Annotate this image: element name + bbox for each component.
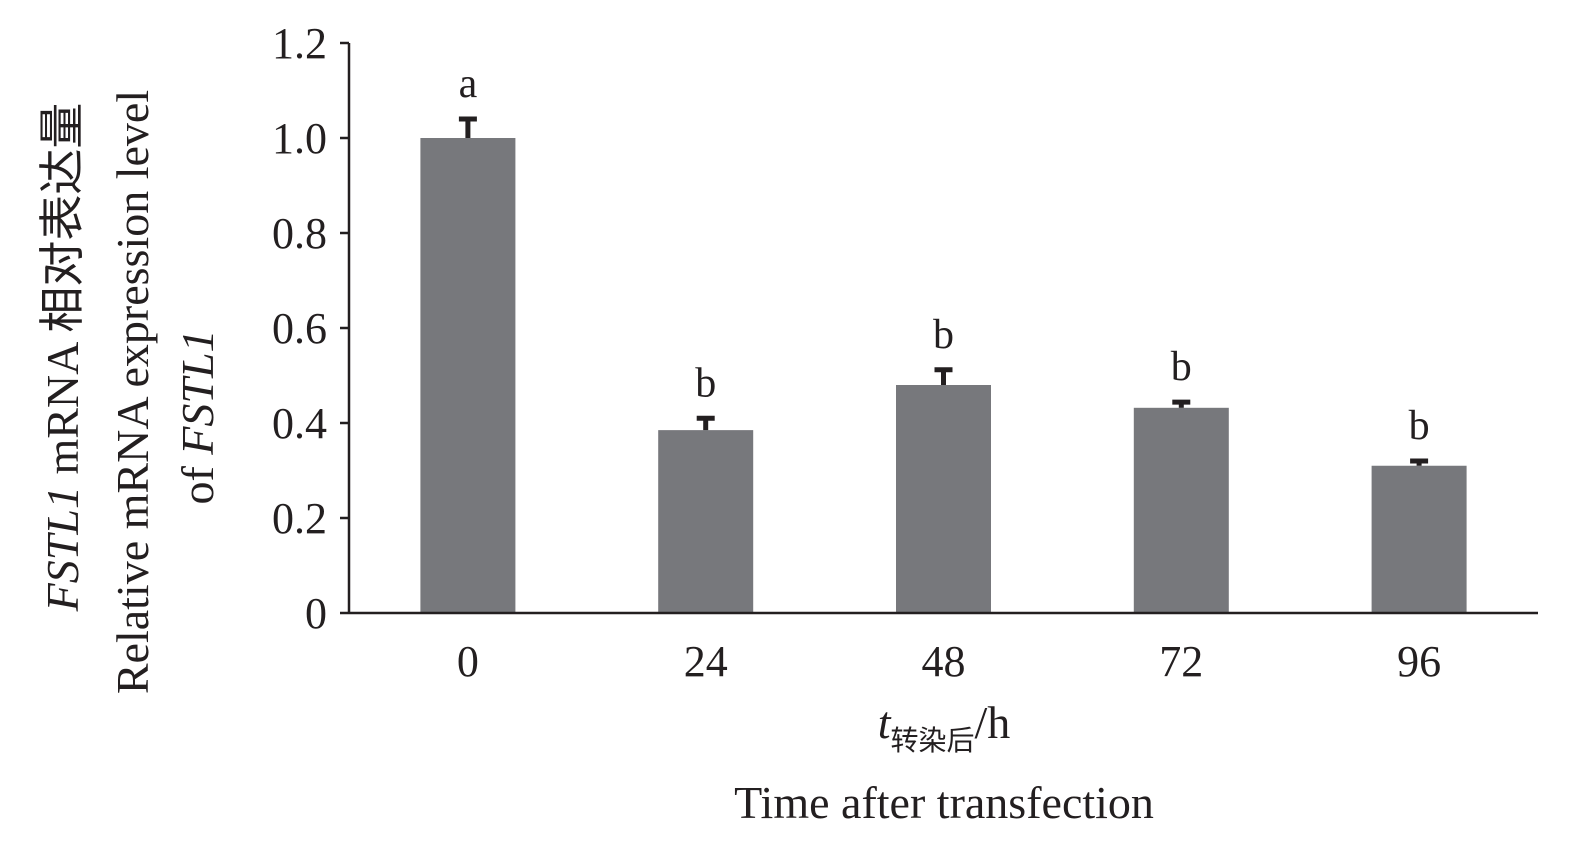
y-axis-title-en-of: of FSTL1 <box>172 329 223 504</box>
error-bar-0 <box>458 116 477 138</box>
bar-48 <box>896 385 991 613</box>
x-tick-label: 72 <box>1159 637 1203 686</box>
y-tick-label: 0.4 <box>272 399 327 448</box>
bar-72 <box>1133 407 1229 613</box>
bar-0 <box>420 138 516 613</box>
x-axis-title-symbol: t转染后/h <box>878 697 1011 757</box>
significance-letter: b <box>1171 344 1192 390</box>
y-axis-title-cn-rest: mRNA 相对表达量 <box>37 103 88 486</box>
x-axis-title-var: t <box>878 697 892 748</box>
bars <box>420 138 1467 613</box>
y-tick-label: 0 <box>305 589 327 638</box>
y-tick-label: 0.6 <box>272 304 327 353</box>
significance-letter: b <box>933 312 954 358</box>
bar-96 <box>1371 465 1467 613</box>
significance-letters: a b b b b <box>459 61 1430 449</box>
y-axis-ticks: 0 0.2 0.4 0.6 0.8 1.0 1.2 <box>272 19 349 638</box>
y-axis-title-gene: FSTL1 <box>37 486 88 612</box>
x-tick-label: 0 <box>457 637 479 686</box>
x-axis-title-unit: /h <box>975 697 1011 748</box>
y-tick-label: 1.0 <box>272 114 327 163</box>
error-bars <box>458 116 1429 466</box>
x-axis-title-en: Time after transfection <box>734 777 1154 828</box>
bar-24 <box>658 430 754 613</box>
error-bar-48 <box>934 367 953 385</box>
significance-letter: a <box>459 61 478 107</box>
y-axis-title: FSTL1 mRNA 相对表达量 Relative mRNA expressio… <box>37 90 223 694</box>
x-axis-title: t转染后/h Time after transfection <box>734 697 1154 828</box>
error-bar-96 <box>1410 458 1429 466</box>
significance-letter: b <box>1409 403 1430 449</box>
y-axis-title-gene-2: FSTL1 <box>172 329 223 455</box>
y-tick-label: 1.2 <box>272 19 327 68</box>
x-tick-label: 96 <box>1397 637 1441 686</box>
y-axis-title-cn: FSTL1 mRNA 相对表达量 <box>37 103 88 613</box>
x-axis-title-subscript: 转染后 <box>890 725 974 757</box>
y-tick-label: 0.2 <box>272 494 327 543</box>
error-bar-24 <box>696 415 715 431</box>
y-axis-title-of: of <box>172 455 223 505</box>
x-tick-label: 24 <box>684 637 728 686</box>
x-tick-label: 48 <box>922 637 966 686</box>
y-tick-label: 0.8 <box>272 209 327 258</box>
error-bar-72 <box>1172 399 1191 408</box>
significance-letter: b <box>695 360 716 406</box>
x-axis-ticks: 0 24 48 72 96 <box>457 637 1441 686</box>
y-axis-title-en: Relative mRNA expression level <box>107 90 158 694</box>
